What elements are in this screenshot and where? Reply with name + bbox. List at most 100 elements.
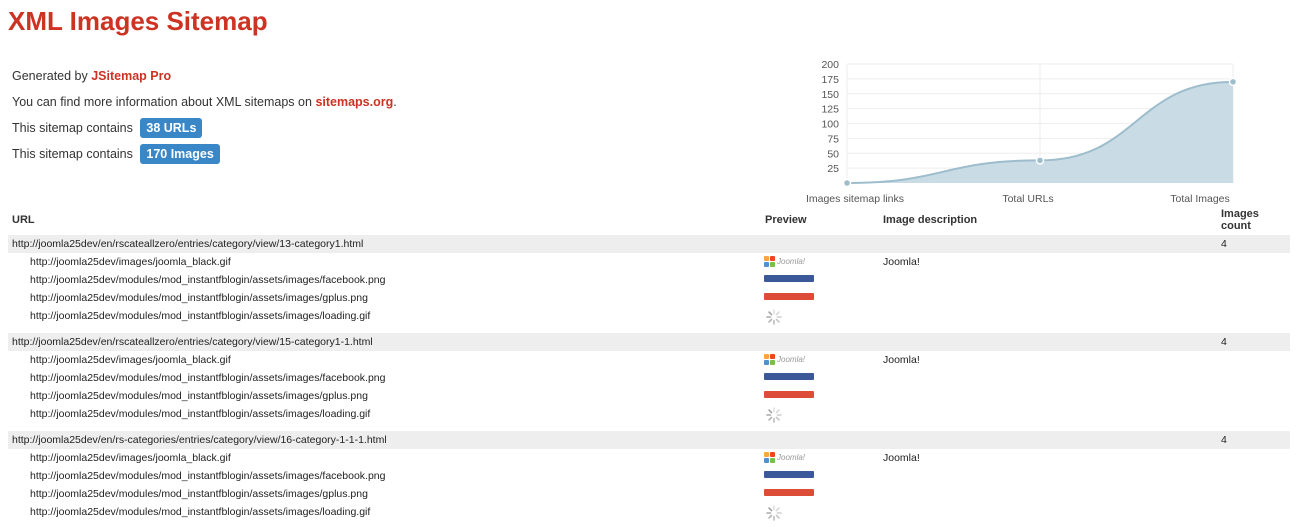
gplus-button-preview: [764, 391, 814, 398]
image-description: Joomla!: [883, 256, 920, 268]
loading-spinner-icon: [766, 309, 782, 325]
joomla-wordmark: Joomla!: [777, 256, 806, 266]
y-tick-label: 25: [827, 163, 839, 175]
x-tick-label: Images sitemap links: [806, 193, 904, 205]
y-tick-label: 50: [827, 148, 839, 160]
generated-by-line: Generated by JSitemap Pro: [12, 63, 397, 89]
image-url[interactable]: http://joomla25dev/modules/mod_instantfb…: [30, 274, 386, 286]
images-count: 4: [1221, 238, 1227, 250]
y-tick-label: 200: [821, 59, 839, 71]
generator-link[interactable]: JSitemap Pro: [91, 69, 172, 83]
facebook-button-preview: [764, 471, 814, 478]
page-url[interactable]: http://joomla25dev/en/rscateallzero/entr…: [12, 238, 364, 250]
image-url[interactable]: http://joomla25dev/images/joomla_black.g…: [30, 354, 231, 366]
image-row: http://joomla25dev/modules/mod_instantfb…: [8, 405, 1290, 431]
joomla-wordmark: Joomla!: [777, 452, 806, 462]
page-title: XML Images Sitemap: [8, 6, 268, 36]
image-row: http://joomla25dev/images/joomla_black.g…: [8, 351, 1290, 369]
data-point: [1228, 77, 1238, 87]
info-prefix: You can find more information about XML …: [12, 95, 312, 109]
joomla-icon: [764, 255, 775, 267]
y-tick-label: 175: [821, 74, 839, 86]
image-preview: Joomla!: [764, 353, 805, 365]
x-tick-label: Total URLs: [1002, 193, 1053, 205]
image-preview: [764, 389, 814, 398]
more-info-line: You can find more information about XML …: [12, 89, 397, 115]
sitemap-table: http://joomla25dev/en/rscateallzero/entr…: [8, 235, 1290, 529]
image-row: http://joomla25dev/modules/mod_instantfb…: [8, 387, 1290, 405]
image-url[interactable]: http://joomla25dev/images/joomla_black.g…: [30, 452, 231, 464]
image-preview: Joomla!: [764, 255, 805, 267]
image-url[interactable]: http://joomla25dev/modules/mod_instantfb…: [30, 372, 386, 384]
image-row: http://joomla25dev/images/joomla_black.g…: [8, 253, 1290, 271]
contains-prefix: This sitemap contains: [12, 147, 133, 161]
images-count-column-header: Images count: [1221, 208, 1259, 232]
image-row: http://joomla25dev/modules/mod_instantfb…: [8, 467, 1290, 485]
loading-spinner-icon: [766, 407, 782, 423]
page-url[interactable]: http://joomla25dev/en/rscateallzero/entr…: [12, 336, 373, 348]
image-preview: [764, 505, 784, 526]
description-column-header: Image description: [883, 214, 978, 226]
data-point: [1035, 156, 1045, 165]
generated-prefix: Generated by: [12, 69, 88, 83]
image-preview: [764, 407, 784, 428]
joomla-logo-preview: Joomla!: [764, 451, 805, 463]
image-row: http://joomla25dev/modules/mod_instantfb…: [8, 307, 1290, 333]
x-tick-label: Total Images: [1170, 193, 1230, 205]
gplus-button-preview: [764, 489, 814, 496]
image-row: http://joomla25dev/modules/mod_instantfb…: [8, 271, 1290, 289]
sitemaps-org-link[interactable]: sitemaps.org: [315, 95, 394, 109]
y-tick-label: 125: [821, 104, 839, 116]
facebook-button-preview: [764, 373, 814, 380]
image-url[interactable]: http://joomla25dev/modules/mod_instantfb…: [30, 506, 371, 518]
y-tick-label: 150: [821, 89, 839, 101]
image-url[interactable]: http://joomla25dev/modules/mod_instantfb…: [30, 292, 368, 304]
joomla-icon: [764, 353, 775, 365]
image-url[interactable]: http://joomla25dev/modules/mod_instantfb…: [30, 310, 371, 322]
image-row: http://joomla25dev/modules/mod_instantfb…: [8, 485, 1290, 503]
preview-column-header: Preview: [765, 214, 807, 226]
data-point: [842, 178, 852, 188]
joomla-icon: [764, 451, 775, 463]
image-preview: [764, 469, 814, 478]
urls-count-badge: 38 URLs: [140, 118, 203, 138]
image-row: http://joomla25dev/modules/mod_instantfb…: [8, 289, 1290, 307]
image-row: http://joomla25dev/modules/mod_instantfb…: [8, 503, 1290, 529]
count-header-line2: count: [1221, 220, 1251, 232]
image-preview: Joomla!: [764, 451, 805, 463]
image-url[interactable]: http://joomla25dev/modules/mod_instantfb…: [30, 390, 368, 402]
urls-count-line: This sitemap contains 38 URLs: [12, 115, 397, 141]
image-url[interactable]: http://joomla25dev/modules/mod_instantfb…: [30, 470, 386, 482]
sitemap-chart: 25 50 75 100 125 150 175 200 Images sitemap link…: [806, 59, 1238, 205]
images-count: 4: [1221, 336, 1227, 348]
image-description: Joomla!: [883, 354, 920, 366]
image-url[interactable]: http://joomla25dev/images/joomla_black.g…: [30, 256, 231, 268]
image-row: http://joomla25dev/images/joomla_black.g…: [8, 449, 1290, 467]
image-row: http://joomla25dev/modules/mod_instantfb…: [8, 369, 1290, 387]
joomla-logo-preview: Joomla!: [764, 353, 805, 365]
images-count: 4: [1221, 434, 1227, 446]
image-preview: [764, 309, 784, 330]
image-url[interactable]: http://joomla25dev/modules/mod_instantfb…: [30, 408, 371, 420]
image-preview: [764, 273, 814, 282]
image-preview: [764, 371, 814, 380]
series-area: [847, 81, 1233, 183]
joomla-wordmark: Joomla!: [777, 354, 806, 364]
image-preview: [764, 487, 814, 496]
page-url[interactable]: http://joomla25dev/en/rs-categories/entr…: [12, 434, 387, 446]
table-row: http://joomla25dev/en/rscateallzero/entr…: [8, 235, 1290, 253]
loading-spinner-icon: [766, 505, 782, 521]
table-header: URL Preview Image description Images cou…: [12, 208, 1290, 234]
images-count-badge: 170 Images: [140, 144, 220, 164]
y-tick-label: 100: [821, 119, 839, 131]
image-preview: [764, 291, 814, 300]
y-tick-label: 75: [827, 133, 839, 145]
image-description: Joomla!: [883, 452, 920, 464]
table-row: http://joomla25dev/en/rs-categories/entr…: [8, 431, 1290, 449]
image-url[interactable]: http://joomla25dev/modules/mod_instantfb…: [30, 488, 368, 500]
count-header-line1: Images: [1221, 208, 1259, 220]
joomla-logo-preview: Joomla!: [764, 255, 805, 267]
gplus-button-preview: [764, 293, 814, 300]
images-count-line: This sitemap contains 170 Images: [12, 141, 397, 167]
sitemap-info: Generated by JSitemap Pro You can find m…: [12, 63, 397, 167]
